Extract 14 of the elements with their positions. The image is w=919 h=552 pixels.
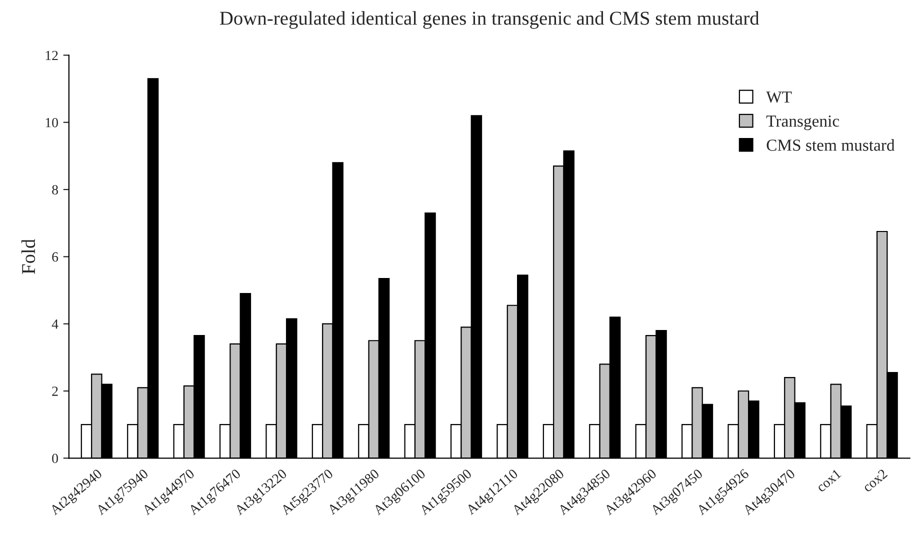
y-tick-label: 0 [52, 454, 58, 464]
legend-label: CMS stem mustard [766, 139, 895, 151]
y-axis-title: Fold [21, 239, 36, 274]
y-tick-label: 10 [46, 118, 58, 128]
chart-title: Down-regulated identical genes in transgenic and CMS stem mustard [220, 11, 760, 29]
y-tick-label: 12 [46, 50, 58, 60]
legend-label: Transgenic [766, 116, 840, 130]
y-tick-label: 8 [52, 185, 58, 194]
x-tick-label: cox2 [862, 468, 888, 492]
y-tick-label: 2 [52, 386, 58, 396]
y-tick-label: 4 [52, 320, 58, 329]
x-tick-label: cox1 [816, 468, 842, 492]
y-tick-label: 6 [52, 252, 58, 262]
legend-label: WT [766, 92, 792, 103]
